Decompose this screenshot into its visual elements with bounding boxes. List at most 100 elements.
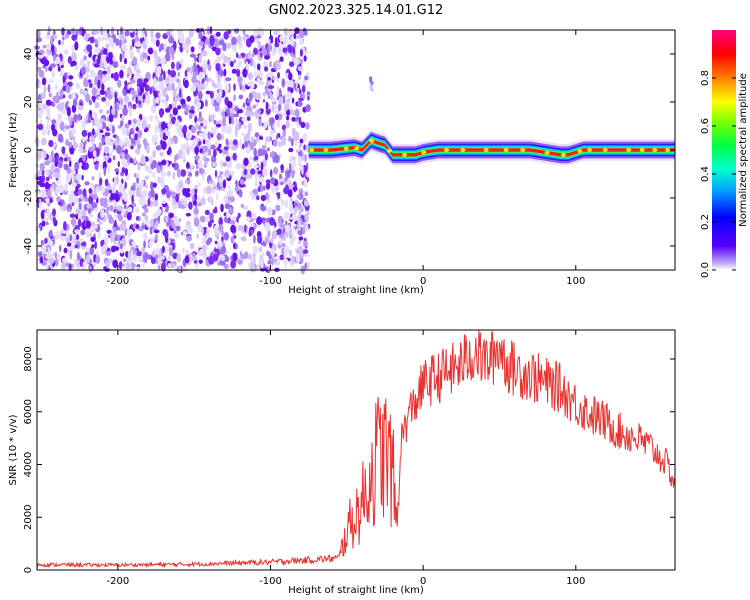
noise-dot xyxy=(66,208,72,213)
noise-dot xyxy=(216,132,222,141)
noise-dot xyxy=(151,134,158,144)
noise-dot xyxy=(120,64,126,71)
noise-dot xyxy=(220,203,224,213)
noise-dot xyxy=(122,52,125,59)
noise-dot xyxy=(46,208,50,217)
noise-dot xyxy=(250,136,254,143)
noise-dot xyxy=(121,159,128,167)
noise-dot xyxy=(142,189,148,199)
noise-dot xyxy=(189,67,193,74)
noise-dot xyxy=(88,213,94,218)
noise-dot xyxy=(47,169,51,175)
noise-dot xyxy=(147,47,154,55)
noise-dot xyxy=(242,124,248,129)
noise-dot xyxy=(173,232,179,239)
noise-dot xyxy=(133,118,138,125)
noise-dot xyxy=(281,124,286,131)
noise-dot xyxy=(112,60,119,69)
noise-dot xyxy=(202,244,206,250)
noise-dot xyxy=(128,83,132,89)
noise-dot xyxy=(278,103,281,112)
noise-dot xyxy=(292,233,296,243)
noise-dot xyxy=(207,148,212,156)
noise-dot xyxy=(224,203,231,210)
noise-dot xyxy=(160,160,167,166)
noise-dot xyxy=(105,56,112,63)
noise-dot xyxy=(108,189,113,194)
signal-speck xyxy=(587,148,592,152)
noise-dot xyxy=(115,175,119,185)
noise-dot xyxy=(102,243,109,250)
spectrogram-y-label: Frequency (Hz) xyxy=(8,112,19,188)
noise-dot xyxy=(211,197,214,206)
noise-dot xyxy=(110,73,114,79)
noise-dot xyxy=(135,224,140,230)
noise-dot xyxy=(273,166,279,175)
noise-dot xyxy=(97,121,103,129)
noise-dot xyxy=(198,259,203,264)
noise-dot xyxy=(264,222,271,232)
noise-dot xyxy=(299,138,304,144)
noise-dot xyxy=(298,74,302,81)
noise-dot xyxy=(209,91,214,99)
noise-dot xyxy=(230,170,234,177)
noise-dot xyxy=(94,38,98,45)
colorbar-tick-label: 0.6 xyxy=(700,118,711,134)
noise-dot xyxy=(143,240,147,249)
noise-dot xyxy=(245,146,251,154)
signal-speck xyxy=(602,148,608,152)
noise-dot xyxy=(117,160,121,168)
noise-dot xyxy=(241,84,247,92)
noise-dot xyxy=(68,75,74,80)
noise-dot xyxy=(41,137,47,146)
noise-dot xyxy=(111,185,117,194)
noise-dot xyxy=(146,144,150,154)
noise-dot xyxy=(269,169,273,178)
noise-dot xyxy=(252,104,257,110)
noise-dot xyxy=(274,103,277,113)
noise-dot xyxy=(159,151,164,157)
y-tick-label: 0 xyxy=(23,147,34,153)
noise-dot xyxy=(107,93,113,100)
noise-dot xyxy=(46,51,52,55)
noise-dot xyxy=(205,37,210,46)
noise-dot xyxy=(121,178,124,184)
noise-dot xyxy=(49,155,53,163)
noise-dot xyxy=(73,260,78,267)
noise-dot xyxy=(251,195,257,200)
noise-dot xyxy=(114,193,120,202)
noise-dot xyxy=(186,131,193,140)
noise-dot xyxy=(214,140,219,148)
noise-dot xyxy=(49,240,54,246)
noise-dot xyxy=(89,36,95,44)
noise-dot xyxy=(91,87,98,96)
noise-dot xyxy=(161,199,167,204)
noise-dot xyxy=(41,77,47,86)
noise-dot xyxy=(107,214,113,220)
noise-dot xyxy=(87,207,92,214)
noise-dot xyxy=(253,164,260,169)
noise-dot xyxy=(209,144,216,150)
noise-dot xyxy=(50,229,53,238)
noise-dot xyxy=(296,252,300,257)
noise-dot xyxy=(142,52,148,59)
noise-dot xyxy=(227,29,232,35)
noise-dot xyxy=(152,77,157,86)
noise-dot xyxy=(59,88,64,98)
noise-dot xyxy=(256,216,263,225)
noise-dot xyxy=(193,82,200,87)
noise-dot xyxy=(252,62,257,70)
noise-dot xyxy=(200,122,203,127)
noise-dot xyxy=(44,237,48,244)
noise-dot xyxy=(241,116,248,122)
noise-dot xyxy=(188,172,193,177)
noise-dot xyxy=(282,95,286,104)
noise-dot xyxy=(153,248,159,255)
y-tick-label: 20 xyxy=(23,96,34,109)
noise-dot xyxy=(247,122,252,133)
noise-dot xyxy=(43,85,47,94)
noise-dot xyxy=(267,260,272,265)
noise-dot xyxy=(289,162,292,170)
x-tick-label: -200 xyxy=(107,276,130,287)
